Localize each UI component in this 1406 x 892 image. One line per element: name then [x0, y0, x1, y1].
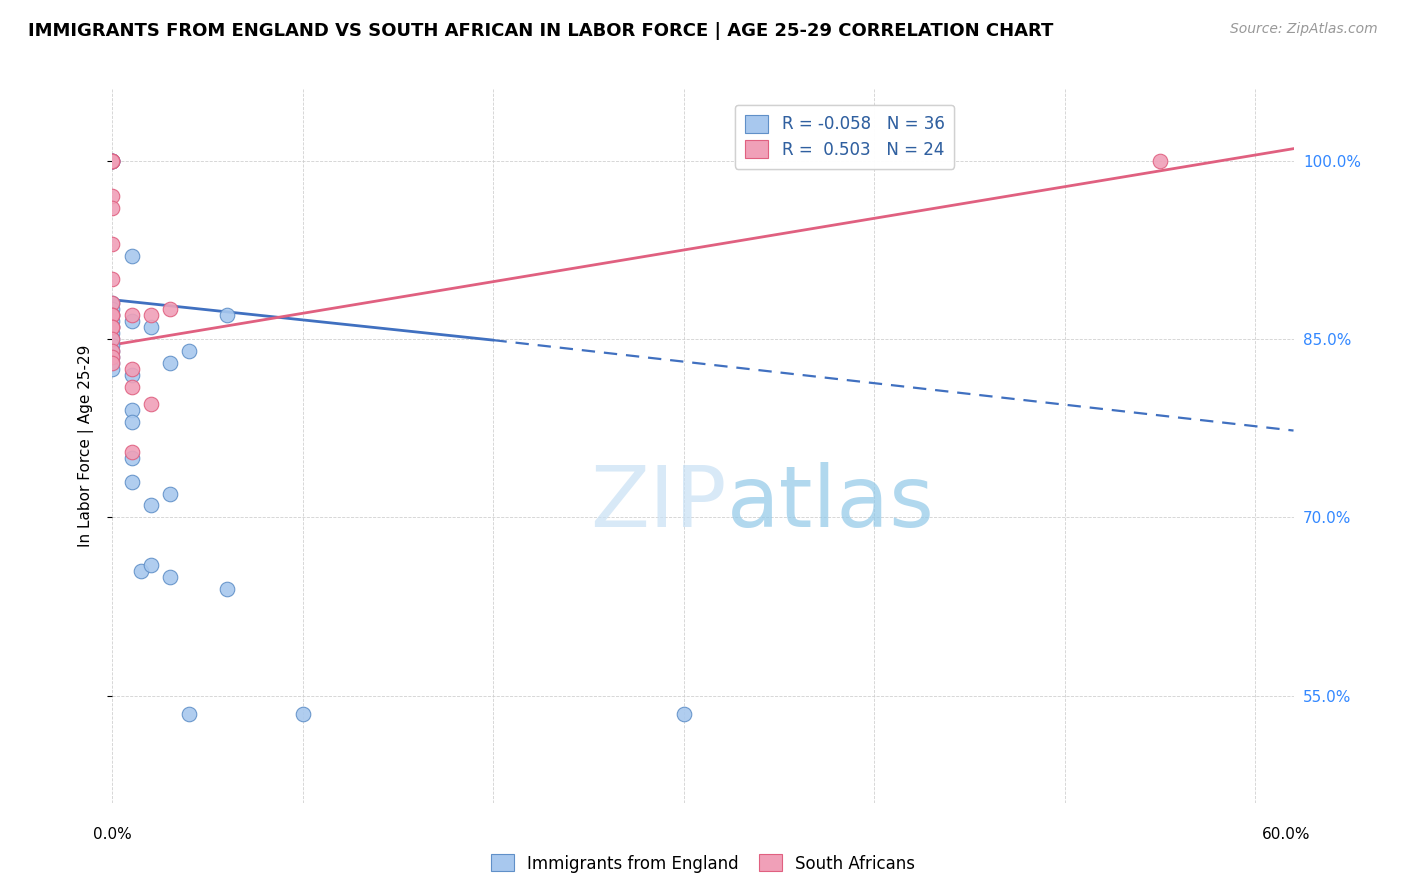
Point	[215, 308, 238, 322]
Legend: R = -0.058   N = 36, R =  0.503   N = 24: R = -0.058 N = 36, R = 0.503 N = 24	[735, 104, 955, 169]
Y-axis label: In Labor Force | Age 25-29: In Labor Force | Age 25-29	[79, 345, 94, 547]
Point	[101, 314, 124, 328]
Text: atlas: atlas	[727, 461, 935, 545]
Point	[129, 564, 152, 578]
Point	[159, 486, 181, 500]
Point	[101, 153, 124, 168]
Point	[121, 249, 143, 263]
Point	[101, 320, 124, 334]
Point	[101, 308, 124, 322]
Text: ZIP: ZIP	[591, 461, 727, 545]
Point	[672, 706, 695, 721]
Point	[101, 356, 124, 370]
Point	[101, 302, 124, 317]
Point	[215, 582, 238, 596]
Point	[121, 415, 143, 429]
Legend: Immigrants from England, South Africans: Immigrants from England, South Africans	[484, 847, 922, 880]
Point	[121, 314, 143, 328]
Point	[101, 201, 124, 215]
Point	[101, 236, 124, 251]
Point	[177, 706, 200, 721]
Point	[121, 361, 143, 376]
Point	[101, 350, 124, 364]
Point	[101, 332, 124, 346]
Text: Source: ZipAtlas.com: Source: ZipAtlas.com	[1230, 22, 1378, 37]
Point	[291, 706, 314, 721]
Point	[121, 403, 143, 417]
Point	[101, 326, 124, 340]
Point	[101, 320, 124, 334]
Point	[101, 308, 124, 322]
Point	[121, 445, 143, 459]
Point	[101, 296, 124, 310]
Point	[101, 153, 124, 168]
Point	[101, 153, 124, 168]
Point	[101, 338, 124, 352]
Point	[177, 343, 200, 358]
Point	[139, 308, 162, 322]
Point	[101, 153, 124, 168]
Point	[121, 308, 143, 322]
Point	[101, 343, 124, 358]
Point	[101, 189, 124, 203]
Point	[101, 320, 124, 334]
Point	[121, 475, 143, 489]
Point	[101, 343, 124, 358]
Point	[139, 320, 162, 334]
Point	[121, 379, 143, 393]
Text: 0.0%: 0.0%	[93, 827, 132, 841]
Point	[121, 368, 143, 382]
Point	[101, 153, 124, 168]
Point	[101, 272, 124, 286]
Point	[101, 332, 124, 346]
Point	[139, 397, 162, 411]
Point	[159, 570, 181, 584]
Point	[101, 296, 124, 310]
Point	[101, 350, 124, 364]
Point	[159, 356, 181, 370]
Text: 60.0%: 60.0%	[1263, 827, 1310, 841]
Point	[139, 499, 162, 513]
Point	[101, 153, 124, 168]
Point	[159, 302, 181, 317]
Text: IMMIGRANTS FROM ENGLAND VS SOUTH AFRICAN IN LABOR FORCE | AGE 25-29 CORRELATION : IMMIGRANTS FROM ENGLAND VS SOUTH AFRICAN…	[28, 22, 1053, 40]
Point	[101, 356, 124, 370]
Point	[121, 450, 143, 465]
Point	[139, 558, 162, 572]
Point	[101, 361, 124, 376]
Point	[101, 308, 124, 322]
Point	[1149, 153, 1171, 168]
Point	[101, 153, 124, 168]
